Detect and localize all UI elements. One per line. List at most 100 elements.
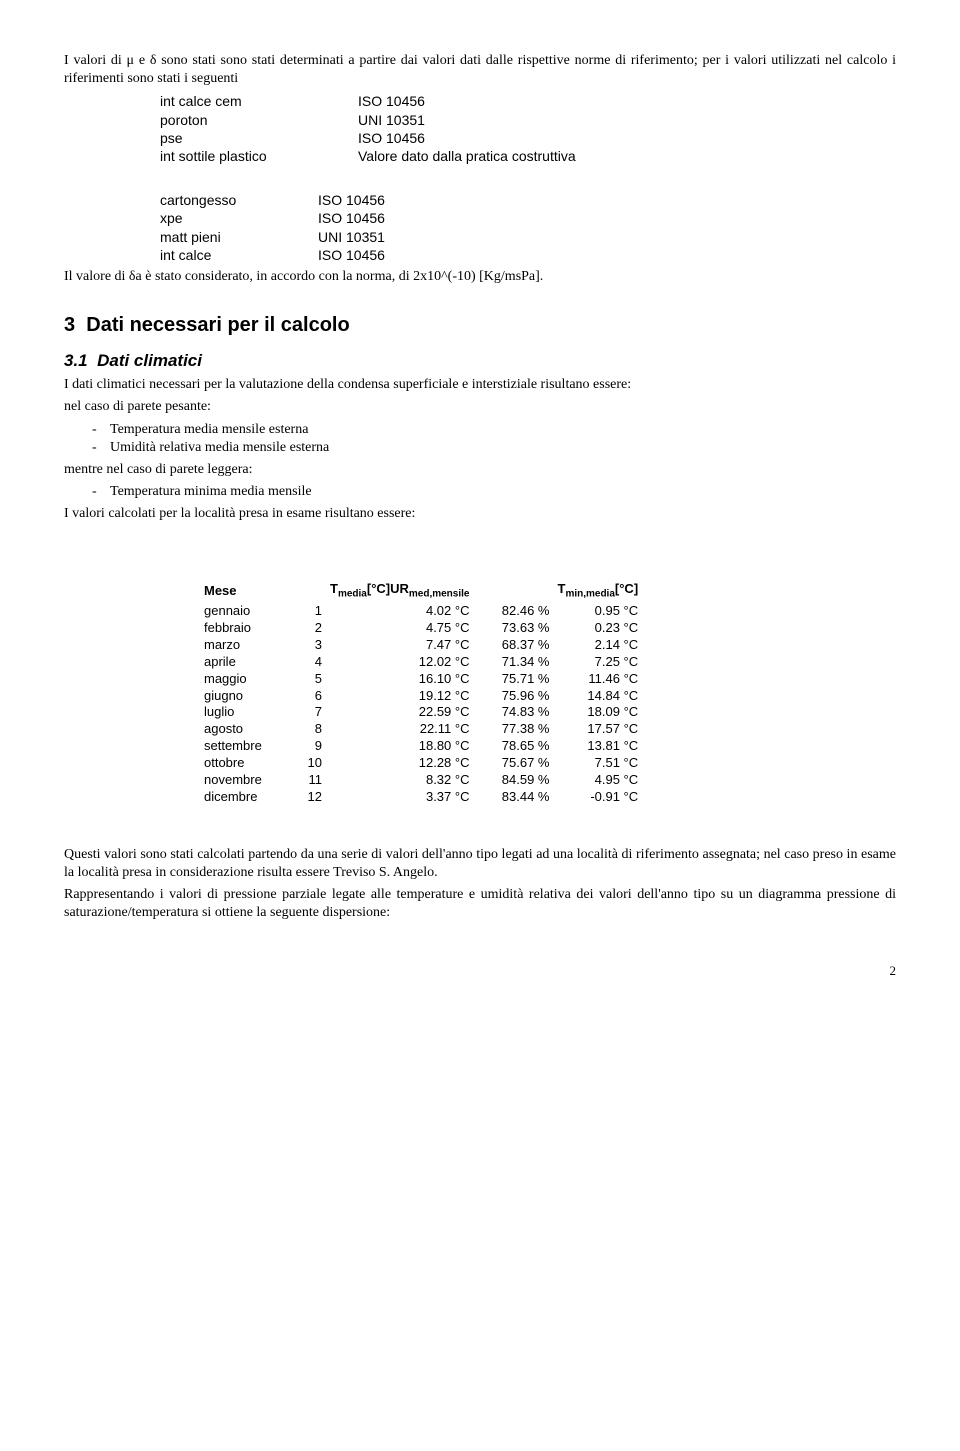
col-tmedia: Tmedia[°C]URmed,mensile xyxy=(330,581,477,603)
cell-tmedia: 22.59 °C xyxy=(330,704,477,721)
col-tmin: Tmin,media[°C] xyxy=(557,581,646,603)
col-ur xyxy=(477,581,557,603)
cell-ur: 77.38 % xyxy=(477,721,557,738)
cell-tmin: 13.81 °C xyxy=(557,738,646,755)
cell-mese: gennaio xyxy=(204,603,300,620)
cell-mese: febbraio xyxy=(204,620,300,637)
cell-n: 5 xyxy=(300,671,330,688)
delta-note: Il valore di δa è stato considerato, in … xyxy=(64,268,896,286)
cell-n: 10 xyxy=(300,755,330,772)
table-row: dicembre123.37 °C83.44 %-0.91 °C xyxy=(204,789,646,806)
leggera-list: Temperatura minima media mensile xyxy=(92,483,896,501)
table-row: int calce cemISO 10456 xyxy=(160,92,594,110)
subsection-title: Dati climatici xyxy=(97,351,202,370)
col-n xyxy=(300,581,330,603)
cell-ur: 74.83 % xyxy=(477,704,557,721)
cell-ur: 75.96 % xyxy=(477,688,557,705)
cell-tmedia: 4.02 °C xyxy=(330,603,477,620)
materials-table-1: int calce cemISO 10456 porotonUNI 10351 … xyxy=(160,92,594,165)
mat-ref: UNI 10351 xyxy=(358,111,594,129)
cell-tmedia: 12.28 °C xyxy=(330,755,477,772)
cell-ur: 75.67 % xyxy=(477,755,557,772)
cell-n: 2 xyxy=(300,620,330,637)
cell-ur: 68.37 % xyxy=(477,637,557,654)
mat-ref: ISO 10456 xyxy=(318,209,403,227)
cell-tmedia: 8.32 °C xyxy=(330,772,477,789)
mat-name: int sottile plastico xyxy=(160,147,358,165)
cell-tmedia: 4.75 °C xyxy=(330,620,477,637)
materials-table-2: cartongessoISO 10456 xpeISO 10456 matt p… xyxy=(160,191,403,264)
table-row: maggio516.10 °C75.71 %11.46 °C xyxy=(204,671,646,688)
cell-mese: agosto xyxy=(204,721,300,738)
table-row: matt pieniUNI 10351 xyxy=(160,228,403,246)
table-row: febbraio24.75 °C73.63 %0.23 °C xyxy=(204,620,646,637)
cell-tmedia: 12.02 °C xyxy=(330,654,477,671)
mat-name: cartongesso xyxy=(160,191,318,209)
cell-mese: maggio xyxy=(204,671,300,688)
page-number: 2 xyxy=(64,963,896,980)
intro-paragraph: I valori di μ e δ sono stati sono stati … xyxy=(64,52,896,88)
section-title: Dati necessari per il calcolo xyxy=(86,314,349,336)
table-row: gennaio14.02 °C82.46 %0.95 °C xyxy=(204,603,646,620)
cell-tmin: 0.95 °C xyxy=(557,603,646,620)
case-pesante-label: nel caso di parete pesante: xyxy=(64,398,896,416)
cell-tmin: 0.23 °C xyxy=(557,620,646,637)
mat-ref: ISO 10456 xyxy=(358,129,594,147)
table-header-row: Mese Tmedia[°C]URmed,mensile Tmin,media[… xyxy=(204,581,646,603)
table-row: agosto822.11 °C77.38 %17.57 °C xyxy=(204,721,646,738)
cell-mese: settembre xyxy=(204,738,300,755)
cell-tmedia: 7.47 °C xyxy=(330,637,477,654)
section-number: 3 xyxy=(64,314,75,336)
mat-name: int calce cem xyxy=(160,92,358,110)
cell-mese: luglio xyxy=(204,704,300,721)
cell-n: 3 xyxy=(300,637,330,654)
mat-name: int calce xyxy=(160,246,318,264)
table-row: settembre918.80 °C78.65 %13.81 °C xyxy=(204,738,646,755)
cell-n: 4 xyxy=(300,654,330,671)
cell-tmin: 7.25 °C xyxy=(557,654,646,671)
cell-ur: 75.71 % xyxy=(477,671,557,688)
col-mese: Mese xyxy=(204,581,300,603)
cell-n: 12 xyxy=(300,789,330,806)
cell-tmedia: 16.10 °C xyxy=(330,671,477,688)
cell-tmedia: 18.80 °C xyxy=(330,738,477,755)
cell-tmin: 7.51 °C xyxy=(557,755,646,772)
pesante-list: Temperatura media mensile esterna Umidit… xyxy=(92,421,896,457)
cell-ur: 83.44 % xyxy=(477,789,557,806)
mat-ref: ISO 10456 xyxy=(318,246,403,264)
cell-tmedia: 3.37 °C xyxy=(330,789,477,806)
subsection-number: 3.1 xyxy=(64,351,88,370)
cell-mese: marzo xyxy=(204,637,300,654)
mat-ref: UNI 10351 xyxy=(318,228,403,246)
cell-mese: dicembre xyxy=(204,789,300,806)
table-row: giugno619.12 °C75.96 %14.84 °C xyxy=(204,688,646,705)
mat-ref: ISO 10456 xyxy=(318,191,403,209)
table-row: luglio722.59 °C74.83 %18.09 °C xyxy=(204,704,646,721)
cell-tmin: 18.09 °C xyxy=(557,704,646,721)
cell-n: 8 xyxy=(300,721,330,738)
cell-n: 6 xyxy=(300,688,330,705)
mat-name: poroton xyxy=(160,111,358,129)
cell-ur: 78.65 % xyxy=(477,738,557,755)
mat-ref: Valore dato dalla pratica costruttiva xyxy=(358,147,594,165)
cell-n: 7 xyxy=(300,704,330,721)
cell-mese: giugno xyxy=(204,688,300,705)
cell-n: 9 xyxy=(300,738,330,755)
cell-n: 11 xyxy=(300,772,330,789)
cell-tmedia: 19.12 °C xyxy=(330,688,477,705)
case-leggera-label: mentre nel caso di parete leggera: xyxy=(64,461,896,479)
closing-paragraph-1: Questi valori sono stati calcolati parte… xyxy=(64,846,896,882)
cell-ur: 73.63 % xyxy=(477,620,557,637)
cell-ur: 82.46 % xyxy=(477,603,557,620)
cell-mese: ottobre xyxy=(204,755,300,772)
table-row: novembre118.32 °C84.59 %4.95 °C xyxy=(204,772,646,789)
cell-tmin: -0.91 °C xyxy=(557,789,646,806)
cell-ur: 84.59 % xyxy=(477,772,557,789)
climatic-table: Mese Tmedia[°C]URmed,mensile Tmin,media[… xyxy=(204,581,646,805)
closing-paragraph-2: Rappresentando i valori di pressione par… xyxy=(64,886,896,922)
cell-tmedia: 22.11 °C xyxy=(330,721,477,738)
clim-values-intro: I valori calcolati per la località presa… xyxy=(64,505,896,523)
table-row: cartongessoISO 10456 xyxy=(160,191,403,209)
table-row: int calceISO 10456 xyxy=(160,246,403,264)
mat-name: matt pieni xyxy=(160,228,318,246)
